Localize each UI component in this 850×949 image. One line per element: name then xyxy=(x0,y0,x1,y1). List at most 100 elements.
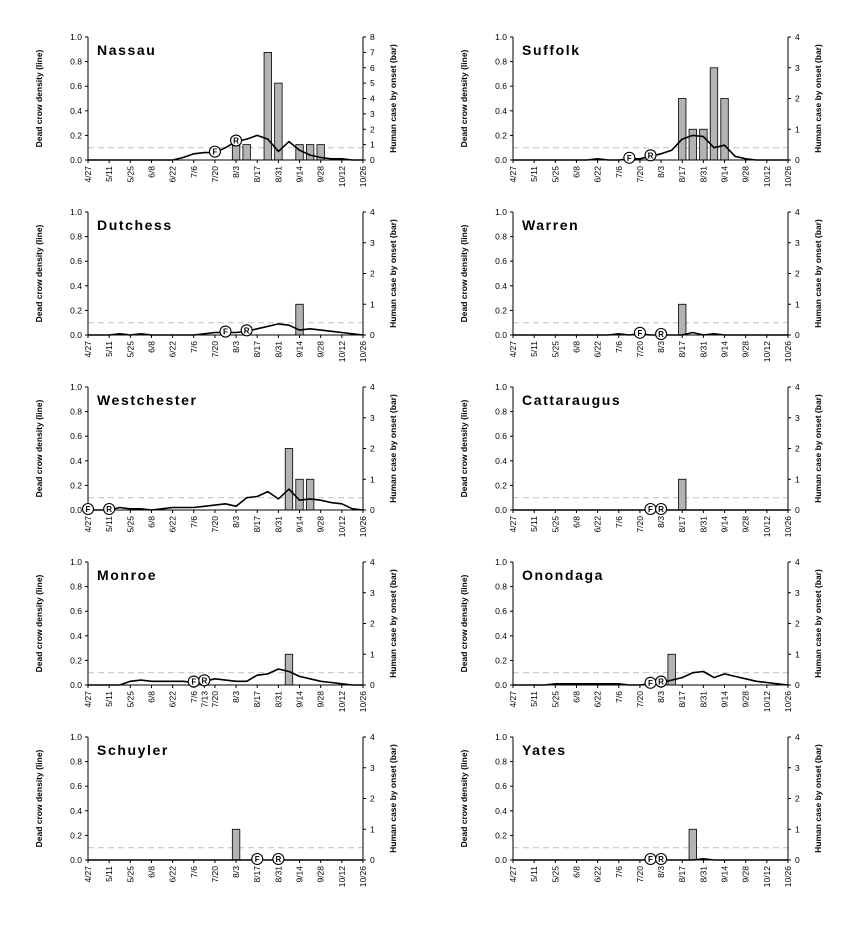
x-tick-label: 5/25 xyxy=(125,341,135,358)
x-tick-label: 10/12 xyxy=(337,166,347,188)
left-tick-label: 0.2 xyxy=(70,830,82,840)
right-tick-label: 5 xyxy=(370,78,375,88)
x-tick-label: 6/8 xyxy=(571,341,581,353)
right-tick-label: 2 xyxy=(795,794,800,804)
right-tick-label: 0 xyxy=(795,330,800,340)
human-case-bar xyxy=(284,448,294,511)
x-tick-label: 8/3 xyxy=(656,691,666,703)
left-tick-label: 1.0 xyxy=(70,382,82,392)
left-tick-label: 0.6 xyxy=(495,431,507,441)
right-tick-label: 3 xyxy=(795,238,800,248)
marker-label: F xyxy=(86,505,91,514)
left-tick-label: 0.8 xyxy=(70,57,82,67)
marker-r: R xyxy=(272,852,285,866)
x-tick-label: 8/3 xyxy=(656,516,666,528)
x-tick-label: 7/6 xyxy=(614,516,624,528)
left-tick-label: 0.2 xyxy=(495,830,507,840)
x-tick-label: 9/14 xyxy=(295,691,305,708)
marker-r: R xyxy=(655,327,668,341)
x-tick-label: 6/22 xyxy=(593,866,603,883)
left-tick-label: 0.4 xyxy=(70,281,82,291)
right-tick-label: 2 xyxy=(795,619,800,629)
x-tick-label: 10/26 xyxy=(358,341,368,363)
marker-r: R xyxy=(240,324,253,337)
right-tick-label: 3 xyxy=(370,109,375,119)
marker-f: F xyxy=(219,325,232,338)
chart-panel: 0.0 0.2 0.4 0.6 0.8 1.0 0 1 2 3 4 4/27 5/11 5/25 6/8 6/… xyxy=(0,177,425,362)
left-tick-label: 0.2 xyxy=(495,480,507,490)
x-tick-label: 7/20 xyxy=(210,166,220,183)
right-tick-label: 3 xyxy=(795,588,800,598)
x-tick-label: 6/8 xyxy=(571,691,581,703)
left-axis-title: Dead crow density (line) xyxy=(34,574,44,672)
x-tick-label: 7/20 xyxy=(635,166,645,183)
x-tick-label: 8/17 xyxy=(677,516,687,533)
x-tick-label: 8/31 xyxy=(273,341,283,358)
x-tick-label: 9/28 xyxy=(741,866,751,883)
x-tick-label: 9/14 xyxy=(295,516,305,533)
right-tick-label: 3 xyxy=(370,413,375,423)
x-tick-label: 10/26 xyxy=(358,866,368,888)
chart-svg: 0.0 0.2 0.4 0.6 0.8 1.0 0 1 2 3 4 4/27 5/11 5/25 6/8 6/… xyxy=(34,732,398,887)
x-tick-label: 6/22 xyxy=(168,516,178,533)
marker-label: F xyxy=(212,148,217,157)
human-case-bar xyxy=(231,144,241,161)
x-tick-label: 7/6 xyxy=(614,691,624,703)
marker-label: F xyxy=(191,678,196,687)
right-tick-label: 2 xyxy=(795,269,800,279)
marker-f: F xyxy=(633,326,646,339)
left-tick-label: 1.0 xyxy=(70,207,82,217)
right-tick-label: 0 xyxy=(370,505,375,515)
human-case-bar xyxy=(678,303,687,336)
marker-label: R xyxy=(658,678,664,687)
x-tick-label: 9/14 xyxy=(720,166,730,183)
county-title: Nassau xyxy=(97,42,156,58)
x-tick-label: 7/6 xyxy=(189,166,199,178)
x-tick-label: 10/12 xyxy=(762,166,772,188)
right-tick-label: 1 xyxy=(370,140,375,150)
county-title: Dutchess xyxy=(97,217,173,233)
x-tick-label: 7/20 xyxy=(635,866,645,883)
x-tick-label: 7/20 xyxy=(635,341,645,358)
right-tick-label: 0 xyxy=(370,680,375,690)
x-tick-label: 6/22 xyxy=(168,866,178,883)
x-tick-label: 5/11 xyxy=(104,866,114,882)
left-tick-label: 0.8 xyxy=(70,232,82,242)
x-tick-label: 10/26 xyxy=(783,866,793,888)
human-case-bar xyxy=(263,51,272,161)
right-tick-label: 2 xyxy=(370,444,375,454)
x-tick-label: 8/3 xyxy=(656,341,666,353)
left-tick-label: 0.4 xyxy=(495,631,507,641)
left-tick-label: 0.0 xyxy=(495,855,507,865)
right-tick-label: 1 xyxy=(370,824,375,834)
left-tick-label: 1.0 xyxy=(495,32,507,42)
marker-label: F xyxy=(637,329,642,338)
x-tick-label: 6/22 xyxy=(168,691,178,708)
x-tick-label: 9/28 xyxy=(741,341,751,358)
marker-label: F xyxy=(627,154,632,163)
x-tick-label: 7/20 xyxy=(210,866,220,883)
x-tick-label: 6/8 xyxy=(571,166,581,178)
x-tick-label: 8/31 xyxy=(698,866,708,883)
left-tick-label: 0.4 xyxy=(70,631,82,641)
marker-r: R xyxy=(655,675,668,688)
marker-label: R xyxy=(658,330,664,339)
left-tick-label: 0.4 xyxy=(495,106,507,116)
right-tick-label: 3 xyxy=(370,763,375,773)
left-axis-title: Dead crow density (line) xyxy=(34,224,44,322)
marker-f: F xyxy=(644,852,657,866)
x-tick-label: 7/6 xyxy=(614,341,624,353)
x-tick-label: 10/12 xyxy=(337,691,347,713)
left-tick-label: 0.2 xyxy=(70,130,82,140)
right-axis-title: Human case by onset (bar) xyxy=(813,744,823,853)
left-axis-title: Dead crow density (line) xyxy=(459,399,469,497)
right-axis-title: Human case by onset (bar) xyxy=(388,44,398,153)
x-tick-label: 5/25 xyxy=(125,866,135,883)
human-case-bar xyxy=(284,653,294,686)
right-tick-label: 0 xyxy=(370,330,375,340)
human-case-bar xyxy=(699,128,708,161)
x-tick-label: 4/27 xyxy=(508,691,518,708)
human-case-bar xyxy=(688,128,697,161)
left-tick-label: 0.2 xyxy=(495,655,507,665)
chart-panel: 0.0 0.2 0.4 0.6 0.8 1.0 0 1 2 3 4 5 6 7 8 4/27 5/11 5/25 6… xyxy=(0,2,425,187)
